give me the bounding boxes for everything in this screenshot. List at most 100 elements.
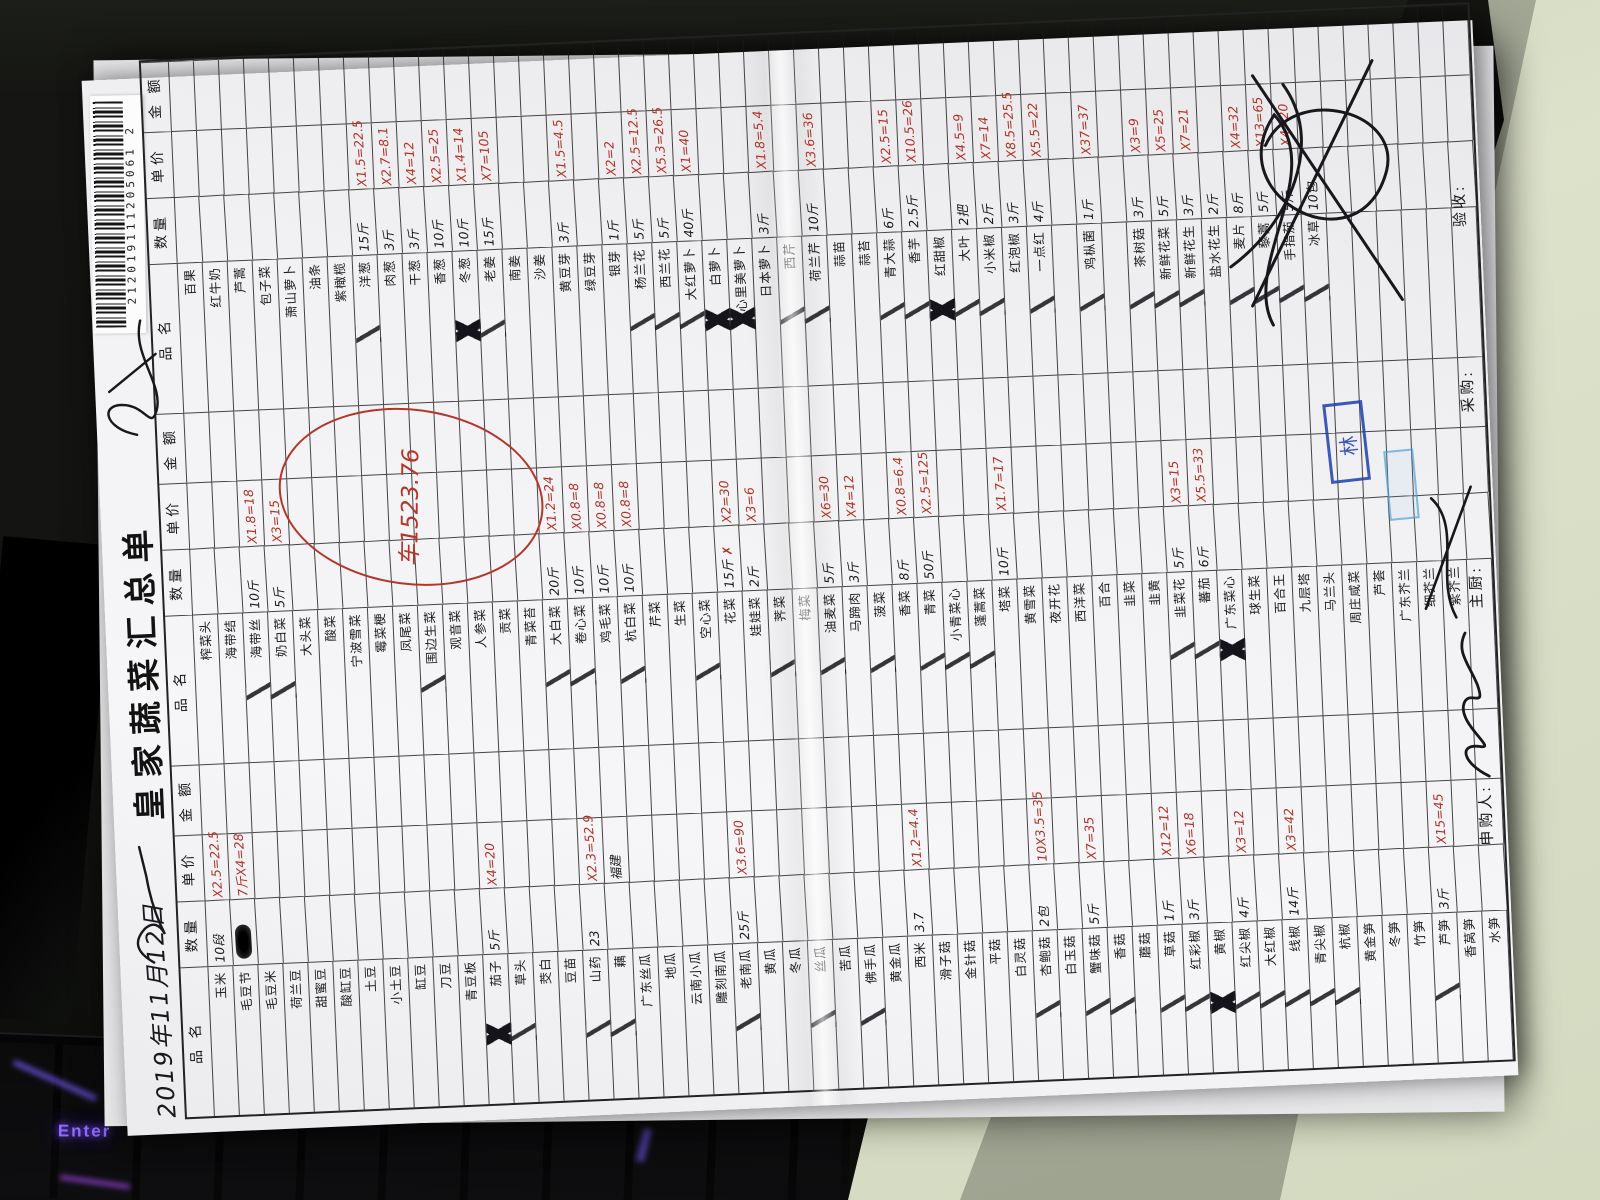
amount-cell bbox=[833, 383, 862, 455]
price-cell bbox=[277, 829, 306, 897]
amount-cell bbox=[493, 45, 522, 117]
amount-cell bbox=[1048, 726, 1077, 798]
amount-cell bbox=[184, 411, 213, 483]
price-cell bbox=[951, 800, 980, 868]
price-cell bbox=[271, 125, 300, 193]
column-header: 数量 bbox=[177, 900, 209, 968]
price-cell bbox=[652, 813, 681, 881]
price-cell: X1.8=5.4 bbox=[746, 104, 775, 172]
amount-cell bbox=[368, 51, 397, 123]
amount-cell bbox=[599, 745, 628, 817]
price-cell: X3=9 bbox=[1120, 88, 1149, 156]
amount-cell bbox=[324, 757, 353, 829]
price-cell: X2.5=125 bbox=[911, 449, 940, 517]
price-cell bbox=[1046, 91, 1074, 159]
price-cell bbox=[1051, 796, 1080, 864]
price-cell bbox=[552, 817, 581, 885]
price-cell bbox=[1096, 89, 1124, 157]
amount-cell bbox=[1217, 14, 1246, 86]
price-cell bbox=[1326, 784, 1355, 852]
amount-cell bbox=[918, 27, 947, 99]
amount-cell bbox=[209, 410, 238, 482]
column-header: 数量 bbox=[162, 548, 194, 616]
amount-cell bbox=[468, 46, 497, 118]
amount-cell bbox=[199, 763, 228, 835]
amount-cell bbox=[758, 386, 787, 458]
price-cell: X1=40 bbox=[671, 108, 700, 176]
amount-cell bbox=[193, 58, 222, 130]
amount-cell bbox=[699, 741, 728, 813]
amount-cell bbox=[993, 23, 1022, 95]
amount-cell bbox=[958, 377, 987, 449]
price-cell: X1.7=17 bbox=[986, 446, 1015, 514]
price-cell: X4=20 bbox=[1270, 81, 1299, 149]
requester-label: 申购人: bbox=[1477, 784, 1497, 846]
price-cell: X3=6 bbox=[736, 457, 765, 525]
price-cell bbox=[171, 129, 200, 197]
amount-cell bbox=[399, 754, 428, 826]
amount-cell bbox=[618, 40, 647, 112]
amount-cell bbox=[1108, 371, 1137, 443]
price-cell: X15=45 bbox=[1426, 779, 1455, 847]
price-cell: X5.5=33 bbox=[1186, 437, 1215, 505]
amount-cell bbox=[449, 752, 478, 824]
price-cell bbox=[321, 123, 350, 191]
barcode-number: 212019111205061 2 bbox=[123, 123, 139, 305]
price-cell: X37=37 bbox=[1071, 90, 1099, 158]
price-cell bbox=[196, 128, 225, 196]
price-cell bbox=[1401, 780, 1430, 848]
price-cell: X6=18 bbox=[1176, 790, 1205, 858]
price-cell bbox=[1286, 433, 1315, 501]
purchase-label: 采购: bbox=[1459, 369, 1478, 413]
amount-cell bbox=[1092, 19, 1121, 91]
amount-cell bbox=[374, 755, 403, 827]
price-cell: 10X3.5=35 bbox=[1026, 791, 1055, 865]
price-cell bbox=[1370, 77, 1399, 145]
price-cell: X6=30 bbox=[811, 454, 840, 522]
amount-cell bbox=[499, 750, 528, 822]
price-cell bbox=[921, 97, 950, 165]
amount-cell bbox=[858, 382, 887, 454]
amount-cell bbox=[574, 746, 603, 818]
amount-cell bbox=[1198, 719, 1227, 791]
column-header: 金 额 bbox=[171, 764, 203, 836]
price-cell bbox=[1011, 445, 1040, 513]
price-cell: X5.5=22 bbox=[1021, 92, 1049, 160]
price-cell: X5=25 bbox=[1145, 87, 1174, 155]
handwritten-date: 2019年11月12日 bbox=[138, 901, 182, 1119]
amount-cell bbox=[349, 756, 378, 828]
price-cell bbox=[761, 456, 790, 524]
amount-cell bbox=[1117, 18, 1146, 90]
amount-cell bbox=[718, 35, 747, 107]
price-cell bbox=[1201, 789, 1230, 857]
amount-cell bbox=[683, 389, 712, 461]
price-cell: X7=35 bbox=[1076, 795, 1105, 863]
amount-cell bbox=[543, 43, 572, 115]
amount-cell bbox=[749, 739, 778, 811]
amount-cell bbox=[848, 734, 877, 806]
amount-cell bbox=[568, 42, 597, 114]
price-cell bbox=[1111, 441, 1140, 509]
amount-cell bbox=[1043, 21, 1072, 93]
amount-cell bbox=[474, 751, 503, 823]
amount-cell bbox=[1073, 725, 1102, 797]
price-cell bbox=[627, 814, 656, 882]
amount-cell bbox=[973, 729, 1002, 801]
amount-cell bbox=[658, 390, 687, 462]
price-cell bbox=[752, 809, 780, 877]
price-cell bbox=[402, 824, 431, 892]
price-cell bbox=[221, 127, 250, 195]
price-cell bbox=[502, 820, 531, 888]
price-cell: 7斤X4=28 bbox=[227, 832, 256, 900]
order-sheet-paper: 2019年11月12日 皇家蔬菜汇总单 212019111205061 2 品 … bbox=[81, 2, 1519, 1136]
price-cell: X7=14 bbox=[971, 94, 999, 163]
amount-cell bbox=[1008, 375, 1037, 447]
price-cell bbox=[976, 799, 1005, 867]
price-cell bbox=[636, 461, 665, 529]
amount-cell bbox=[424, 753, 453, 825]
amount-cell bbox=[1233, 365, 1262, 437]
price-cell bbox=[686, 459, 715, 527]
amount-cell bbox=[798, 737, 828, 809]
amount-cell bbox=[1023, 727, 1052, 799]
